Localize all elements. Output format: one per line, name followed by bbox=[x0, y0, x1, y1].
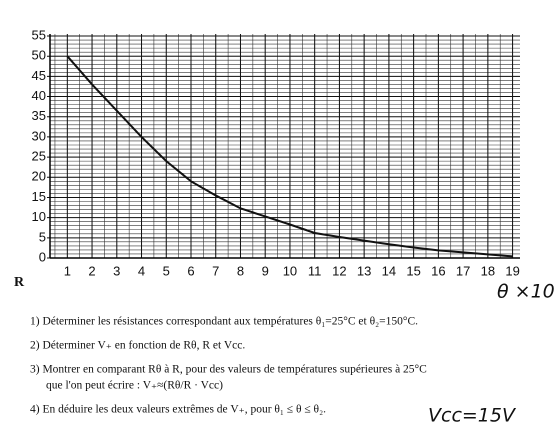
y-tick-label: 0 bbox=[39, 249, 46, 264]
y-tick-label: 30 bbox=[32, 128, 46, 143]
x-tick-label: 9 bbox=[262, 263, 269, 278]
y-tick-label: 45 bbox=[32, 68, 46, 83]
question-text: que l'on peut écrire : V₊≈(Rθ/R · Vcc) bbox=[46, 380, 223, 392]
x-tick-label: 11 bbox=[308, 263, 322, 278]
y-tick-label: 15 bbox=[32, 189, 46, 204]
x-tick-label: 7 bbox=[212, 263, 219, 278]
x-tick-label: 2 bbox=[88, 263, 95, 278]
handwritten-note: Vcc=15V bbox=[428, 405, 517, 427]
y-tick-label: 50 bbox=[32, 48, 46, 63]
y-tick-label: 55 bbox=[32, 27, 46, 42]
x-tick-label: 18 bbox=[481, 263, 495, 278]
y-tick-label: 35 bbox=[32, 108, 46, 123]
y-tick-label: 25 bbox=[32, 149, 46, 164]
x-tick-label: 1 bbox=[64, 263, 71, 278]
x-tick-label: 4 bbox=[138, 263, 145, 278]
x-tick-label: 15 bbox=[406, 263, 420, 278]
y-tick-label: 20 bbox=[32, 169, 46, 184]
x-tick-label: 16 bbox=[431, 263, 445, 278]
curve bbox=[66, 55, 513, 258]
x-tick-label: 13 bbox=[357, 263, 371, 278]
question-text: 3) Montrer en comparant Rθ à R, pour des… bbox=[30, 364, 427, 376]
y-tick-label: 40 bbox=[32, 88, 46, 103]
x-tick-label: 5 bbox=[163, 263, 170, 278]
question-text: 1) Déterminer les résistances correspond… bbox=[30, 316, 418, 328]
x-tick-label: 14 bbox=[382, 263, 396, 278]
x-tick-label: 6 bbox=[187, 263, 194, 278]
y-axis-label: R bbox=[14, 275, 25, 290]
x-tick-label: 17 bbox=[456, 263, 470, 278]
y-tick-label: 10 bbox=[32, 209, 46, 224]
x-tick-label: 19 bbox=[505, 263, 519, 278]
question-text: 4) En déduire les deux valeurs extrêmes … bbox=[30, 404, 326, 416]
x-tick-label: 8 bbox=[237, 263, 244, 278]
x-axis-label: θ ×10 bbox=[497, 281, 555, 303]
x-tick-label: 3 bbox=[113, 263, 120, 278]
question-text: 2) Déterminer V₊ en fonction de Rθ, R et… bbox=[30, 340, 245, 352]
y-tick-label: 5 bbox=[39, 229, 46, 244]
x-tick-label: 12 bbox=[332, 263, 346, 278]
x-tick-label: 10 bbox=[283, 263, 297, 278]
